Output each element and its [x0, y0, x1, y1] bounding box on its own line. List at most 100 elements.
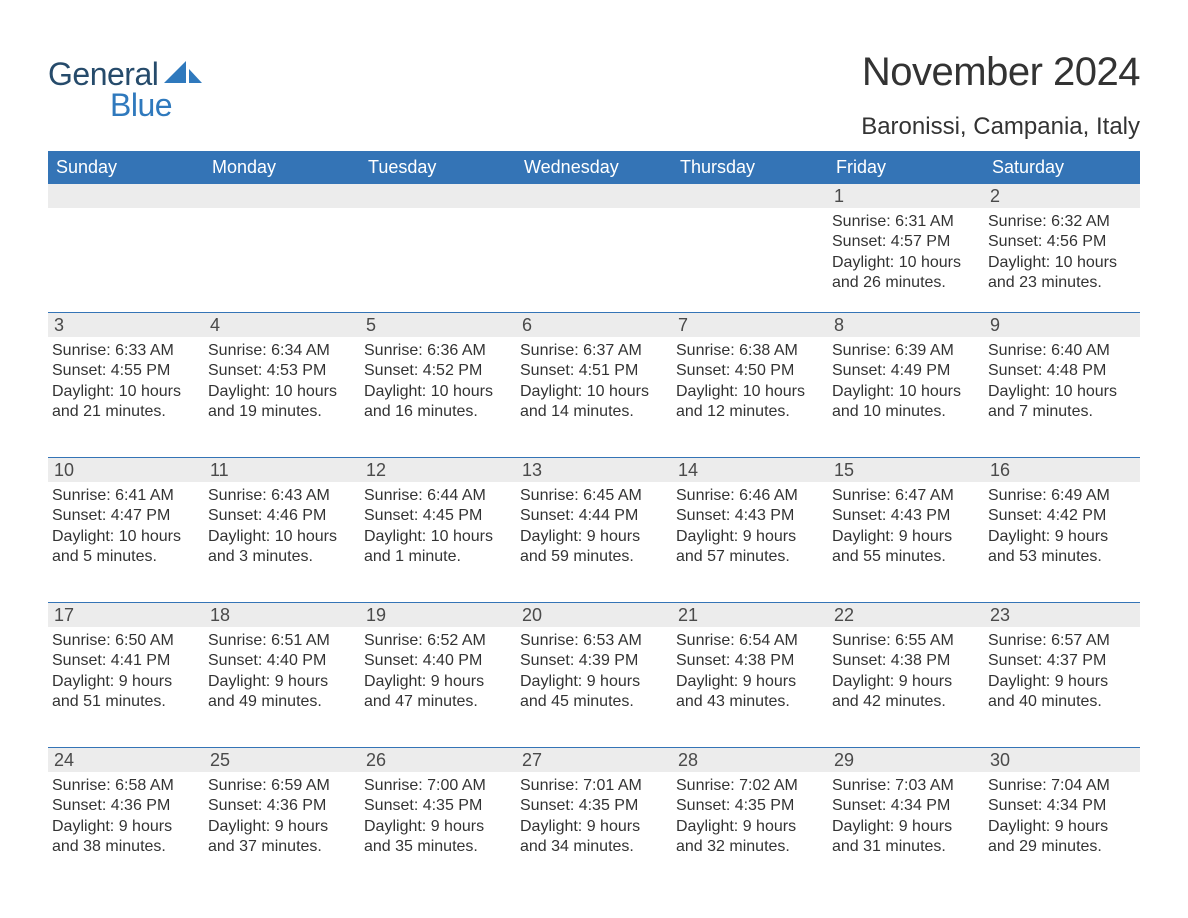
sunset-line: Sunset: 4:51 PM	[520, 361, 668, 381]
daylight-line: Daylight: 9 hours and 29 minutes.	[988, 817, 1136, 858]
day-number: 17	[48, 603, 204, 627]
sunrise-line: Sunrise: 6:59 AM	[208, 776, 356, 796]
day-number	[48, 184, 204, 208]
week-row: 17Sunrise: 6:50 AMSunset: 4:41 PMDayligh…	[48, 602, 1140, 747]
day-cell: 30Sunrise: 7:04 AMSunset: 4:34 PMDayligh…	[984, 748, 1140, 892]
daylight-line: Daylight: 9 hours and 43 minutes.	[676, 672, 824, 713]
sunrise-line: Sunrise: 6:45 AM	[520, 486, 668, 506]
day-body: Sunrise: 6:57 AMSunset: 4:37 PMDaylight:…	[984, 627, 1140, 713]
day-cell: 26Sunrise: 7:00 AMSunset: 4:35 PMDayligh…	[360, 748, 516, 892]
day-number: 21	[672, 603, 828, 627]
sunrise-line: Sunrise: 6:43 AM	[208, 486, 356, 506]
day-number: 2	[984, 184, 1140, 208]
day-body: Sunrise: 7:00 AMSunset: 4:35 PMDaylight:…	[360, 772, 516, 858]
daylight-line: Daylight: 9 hours and 40 minutes.	[988, 672, 1136, 713]
day-number: 16	[984, 458, 1140, 482]
day-cell: 22Sunrise: 6:55 AMSunset: 4:38 PMDayligh…	[828, 603, 984, 747]
daylight-line: Daylight: 9 hours and 53 minutes.	[988, 527, 1136, 568]
sunset-line: Sunset: 4:53 PM	[208, 361, 356, 381]
weekday-header: Friday	[828, 151, 984, 184]
day-cell: 6Sunrise: 6:37 AMSunset: 4:51 PMDaylight…	[516, 313, 672, 457]
sunrise-line: Sunrise: 6:41 AM	[52, 486, 200, 506]
day-number: 11	[204, 458, 360, 482]
daylight-line: Daylight: 9 hours and 34 minutes.	[520, 817, 668, 858]
day-body: Sunrise: 7:04 AMSunset: 4:34 PMDaylight:…	[984, 772, 1140, 858]
day-body: Sunrise: 6:31 AMSunset: 4:57 PMDaylight:…	[828, 208, 984, 294]
location: Baronissi, Campania, Italy	[861, 113, 1140, 141]
daylight-line: Daylight: 10 hours and 14 minutes.	[520, 382, 668, 423]
day-body: Sunrise: 7:02 AMSunset: 4:35 PMDaylight:…	[672, 772, 828, 858]
day-body: Sunrise: 6:43 AMSunset: 4:46 PMDaylight:…	[204, 482, 360, 568]
sunset-line: Sunset: 4:36 PM	[208, 796, 356, 816]
day-body: Sunrise: 6:55 AMSunset: 4:38 PMDaylight:…	[828, 627, 984, 713]
daylight-line: Daylight: 10 hours and 26 minutes.	[832, 253, 980, 294]
day-cell: 10Sunrise: 6:41 AMSunset: 4:47 PMDayligh…	[48, 458, 204, 602]
sunrise-line: Sunrise: 6:36 AM	[364, 341, 512, 361]
sunrise-line: Sunrise: 7:04 AM	[988, 776, 1136, 796]
day-cell: 7Sunrise: 6:38 AMSunset: 4:50 PMDaylight…	[672, 313, 828, 457]
day-number: 6	[516, 313, 672, 337]
day-number: 15	[828, 458, 984, 482]
day-cell: 3Sunrise: 6:33 AMSunset: 4:55 PMDaylight…	[48, 313, 204, 457]
daylight-line: Daylight: 9 hours and 55 minutes.	[832, 527, 980, 568]
sunrise-line: Sunrise: 7:00 AM	[364, 776, 512, 796]
day-cell: 2Sunrise: 6:32 AMSunset: 4:56 PMDaylight…	[984, 184, 1140, 312]
day-cell: 9Sunrise: 6:40 AMSunset: 4:48 PMDaylight…	[984, 313, 1140, 457]
day-number: 13	[516, 458, 672, 482]
weekday-header: Sunday	[48, 151, 204, 184]
week-row: 1Sunrise: 6:31 AMSunset: 4:57 PMDaylight…	[48, 184, 1140, 312]
day-cell	[204, 184, 360, 312]
sunset-line: Sunset: 4:37 PM	[988, 651, 1136, 671]
week-row: 24Sunrise: 6:58 AMSunset: 4:36 PMDayligh…	[48, 747, 1140, 892]
sunset-line: Sunset: 4:40 PM	[364, 651, 512, 671]
day-body: Sunrise: 6:37 AMSunset: 4:51 PMDaylight:…	[516, 337, 672, 423]
day-body: Sunrise: 6:39 AMSunset: 4:49 PMDaylight:…	[828, 337, 984, 423]
day-cell: 16Sunrise: 6:49 AMSunset: 4:42 PMDayligh…	[984, 458, 1140, 602]
day-body: Sunrise: 6:32 AMSunset: 4:56 PMDaylight:…	[984, 208, 1140, 294]
sunrise-line: Sunrise: 6:50 AM	[52, 631, 200, 651]
day-number: 9	[984, 313, 1140, 337]
week-row: 3Sunrise: 6:33 AMSunset: 4:55 PMDaylight…	[48, 312, 1140, 457]
sunset-line: Sunset: 4:34 PM	[832, 796, 980, 816]
daylight-line: Daylight: 10 hours and 5 minutes.	[52, 527, 200, 568]
day-cell: 14Sunrise: 6:46 AMSunset: 4:43 PMDayligh…	[672, 458, 828, 602]
day-cell: 12Sunrise: 6:44 AMSunset: 4:45 PMDayligh…	[360, 458, 516, 602]
weekday-header: Monday	[204, 151, 360, 184]
sunrise-line: Sunrise: 7:02 AM	[676, 776, 824, 796]
day-number: 18	[204, 603, 360, 627]
day-body: Sunrise: 6:36 AMSunset: 4:52 PMDaylight:…	[360, 337, 516, 423]
day-cell	[672, 184, 828, 312]
sunset-line: Sunset: 4:48 PM	[988, 361, 1136, 381]
day-cell: 1Sunrise: 6:31 AMSunset: 4:57 PMDaylight…	[828, 184, 984, 312]
daylight-line: Daylight: 9 hours and 47 minutes.	[364, 672, 512, 713]
sunrise-line: Sunrise: 6:51 AM	[208, 631, 356, 651]
day-number: 23	[984, 603, 1140, 627]
day-cell: 17Sunrise: 6:50 AMSunset: 4:41 PMDayligh…	[48, 603, 204, 747]
sunset-line: Sunset: 4:34 PM	[988, 796, 1136, 816]
day-body: Sunrise: 6:54 AMSunset: 4:38 PMDaylight:…	[672, 627, 828, 713]
day-body: Sunrise: 6:52 AMSunset: 4:40 PMDaylight:…	[360, 627, 516, 713]
day-body: Sunrise: 6:40 AMSunset: 4:48 PMDaylight:…	[984, 337, 1140, 423]
day-number	[360, 184, 516, 208]
sunrise-line: Sunrise: 6:58 AM	[52, 776, 200, 796]
sunrise-line: Sunrise: 7:03 AM	[832, 776, 980, 796]
header: General Blue November 2024 Baronissi, Ca…	[48, 50, 1140, 141]
sunrise-line: Sunrise: 6:46 AM	[676, 486, 824, 506]
day-cell: 18Sunrise: 6:51 AMSunset: 4:40 PMDayligh…	[204, 603, 360, 747]
day-number: 12	[360, 458, 516, 482]
day-cell: 4Sunrise: 6:34 AMSunset: 4:53 PMDaylight…	[204, 313, 360, 457]
sail-icon	[162, 59, 202, 90]
daylight-line: Daylight: 9 hours and 32 minutes.	[676, 817, 824, 858]
sunset-line: Sunset: 4:35 PM	[364, 796, 512, 816]
daylight-line: Daylight: 10 hours and 7 minutes.	[988, 382, 1136, 423]
weekday-header: Wednesday	[516, 151, 672, 184]
weekday-header: Tuesday	[360, 151, 516, 184]
sunset-line: Sunset: 4:43 PM	[676, 506, 824, 526]
day-number: 30	[984, 748, 1140, 772]
daylight-line: Daylight: 9 hours and 57 minutes.	[676, 527, 824, 568]
week-row: 10Sunrise: 6:41 AMSunset: 4:47 PMDayligh…	[48, 457, 1140, 602]
day-number: 3	[48, 313, 204, 337]
daylight-line: Daylight: 9 hours and 49 minutes.	[208, 672, 356, 713]
sunset-line: Sunset: 4:49 PM	[832, 361, 980, 381]
day-number: 29	[828, 748, 984, 772]
